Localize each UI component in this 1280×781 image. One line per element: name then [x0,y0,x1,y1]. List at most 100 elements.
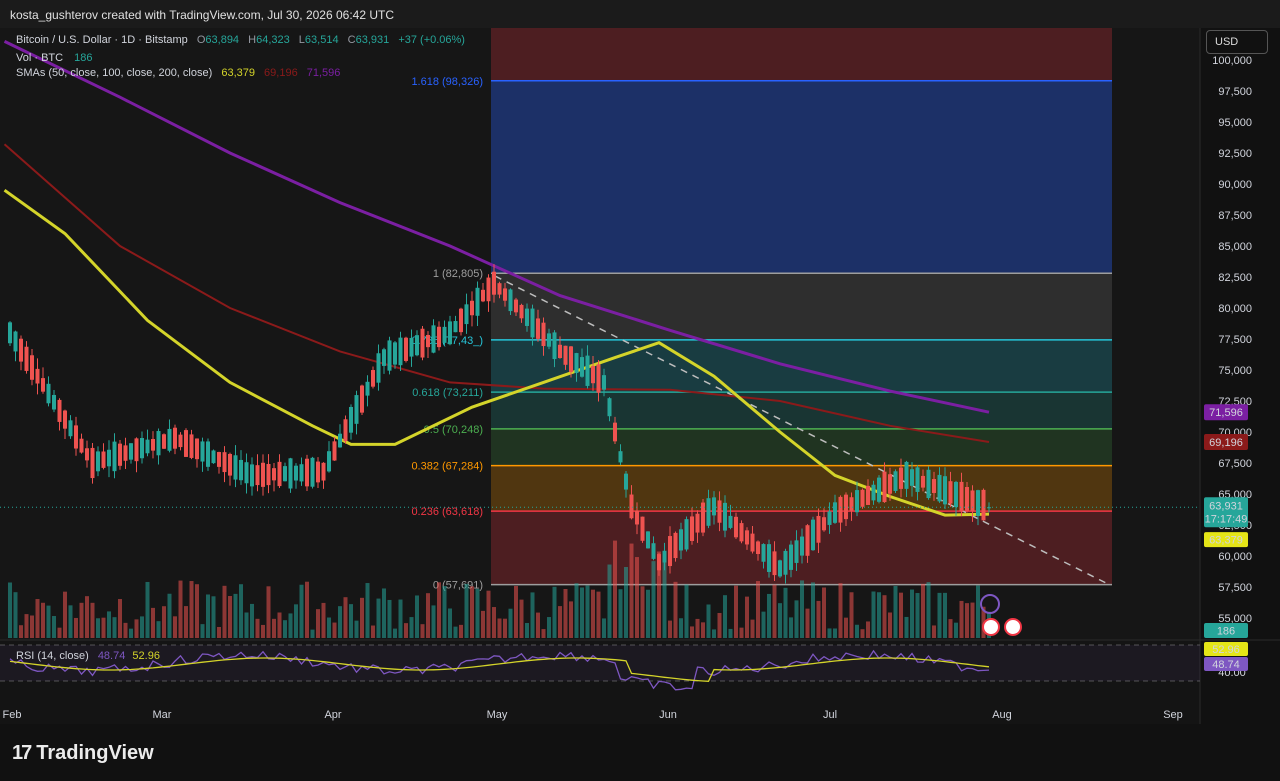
fib-zone [491,465,1112,512]
price-axis-label: 80,000 [1218,303,1252,315]
volume-bar [734,585,738,638]
volume-bar [261,624,265,638]
sma-label[interactable]: SMAs (50, close, 100, close, 200, close) [16,67,213,79]
volume-bar [332,622,337,638]
fib-zone-top [491,28,1112,81]
volume-bar [778,603,782,638]
volume-bar [415,595,419,638]
volume-bar [613,540,617,638]
candle-body [855,490,859,513]
candle-body [690,516,694,541]
volume-bar [492,607,496,638]
candle-body [717,500,722,523]
symbol-name[interactable]: Bitcoin / U.S. Dollar · 1D · Bitstamp [16,34,188,46]
volume-bar [46,605,51,638]
tradingview-logo[interactable]: 17 TradingView [12,742,154,765]
tv-logo-icon: 17 [12,742,32,764]
volume-bar [860,629,865,638]
volume-bar [294,604,298,638]
rsi-label[interactable]: RSI (14, close) [16,650,89,662]
candle-body [602,375,606,390]
volume-bar [145,581,150,638]
candle-body [90,447,95,479]
sma100-badge-text: 69,196 [1209,437,1243,449]
volume-bar [921,584,925,638]
volume-bar [404,623,408,638]
time-axis-label: Sep [1163,709,1183,721]
candle-body [63,410,67,429]
candle-body [288,458,293,489]
candle-body [134,438,139,462]
candle-body [233,455,238,480]
high-value: 64,323 [256,34,290,46]
candle-body [937,474,942,502]
currency-button[interactable]: USD [1206,30,1268,54]
high-label: H [248,34,257,46]
volume-bar [530,592,535,638]
volume-bar [844,617,848,638]
volume-bar [877,592,881,638]
low-value: 63,514 [304,34,339,46]
volume-bar [107,611,111,638]
candle-body [629,494,634,519]
volume-bar [85,596,89,638]
candle-body [778,560,782,577]
volume-bar [585,585,590,638]
volume-bar [519,599,524,638]
volume-bar [706,604,711,638]
volume-bar [756,581,760,638]
candle-body [970,490,975,512]
candle-body [52,394,56,410]
attribution-bar: kosta_gushterov created with TradingView… [0,0,1280,28]
volume-bar [52,616,56,638]
candle-body [162,434,166,449]
candle-body [195,438,199,460]
candle-body [981,489,986,521]
price-axis-label: 95,000 [1218,117,1252,129]
volume-bar [954,622,958,638]
candle-body [585,355,590,386]
volume-bar [349,604,353,638]
volume-bar [970,602,975,638]
candle-body [261,462,265,487]
candle-body [200,441,205,462]
volume-bar [13,592,18,638]
volume-bar [283,620,287,638]
volume-bar [156,621,161,638]
volume-bar [745,596,749,638]
candle-body [211,450,216,464]
sma100-line [3,143,990,443]
time-axis-label: Mar [153,709,172,721]
volume-bar [316,609,320,638]
candle-body [866,485,870,505]
rsi-ma-value: 52.96 [132,650,160,662]
candle-body [904,461,909,489]
volume-bar [723,595,727,638]
volume-bar [937,592,942,638]
candle-body [239,459,243,481]
candle-body [206,441,210,467]
candle-body [404,337,408,361]
candle-body [514,299,518,313]
volume-bar [838,583,843,638]
volume-bar [574,583,579,638]
candle-body [789,544,793,570]
volume-bar [134,619,139,638]
price-pane [0,28,1200,640]
volume-bar [244,612,249,638]
volume-bar [41,602,45,638]
volume-bar [657,551,661,638]
candle-body [327,451,331,472]
volume-bar [206,594,210,638]
candle-body [437,326,441,348]
candle-body [574,353,579,374]
candle-body [123,445,128,461]
rsi-ma-line [9,657,990,682]
candle-body [387,340,392,371]
candle-body [365,381,370,396]
price-axis-label: 77,500 [1218,334,1252,346]
volume-bar [662,558,667,638]
price-axis-label: 75,000 [1218,365,1252,377]
volume-label[interactable]: Vol · BTC [16,52,64,64]
